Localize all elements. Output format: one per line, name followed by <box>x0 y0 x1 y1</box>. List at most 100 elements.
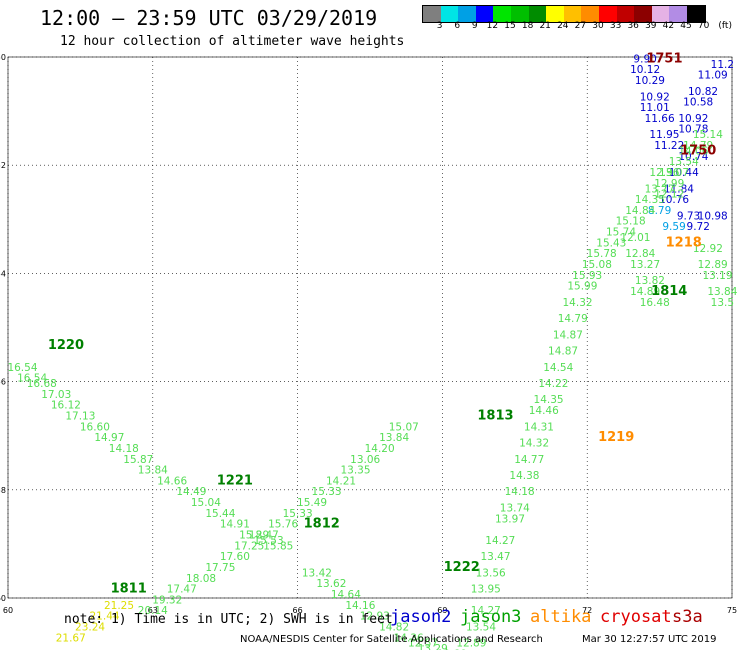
wave-height-value: 12.01 <box>620 232 650 244</box>
wave-height-value: 15.85 <box>263 540 293 552</box>
wave-height-value: 10.92 <box>640 91 670 103</box>
wave-height-value: 11.09 <box>698 70 728 82</box>
color-scale-cell <box>598 6 617 22</box>
wave-height-value: 14.77 <box>514 454 544 466</box>
time-label: 1813 <box>477 408 513 423</box>
wave-height-value: 17.03 <box>41 389 71 401</box>
time-label: 1750 <box>680 143 716 158</box>
color-scale-cell <box>510 6 529 22</box>
wave-height-value: 13.97 <box>495 513 525 525</box>
wave-height-value: 14.22 <box>538 378 568 390</box>
time-label: 1812 <box>304 517 340 532</box>
y-tick-label: -58 <box>0 486 6 495</box>
wave-height-value: 13.19 <box>702 270 732 282</box>
wave-height-value: 17.25 <box>234 540 264 552</box>
color-scale-cell <box>458 6 476 22</box>
wave-height-value: 14.84 <box>625 205 655 217</box>
wave-height-value: 10.92 <box>678 113 708 125</box>
wave-height-value: 15.07 <box>389 421 419 433</box>
wave-height-value: 21.67 <box>56 632 86 644</box>
wave-height-value: 16.12 <box>51 400 81 412</box>
wave-height-value: 15.33 <box>312 486 342 498</box>
wave-height-value: 12.96 <box>649 167 679 179</box>
wave-height-value: 9.59 <box>662 221 685 233</box>
wave-height-value: 13.74 <box>500 502 530 514</box>
color-scale-tick: 33 <box>609 21 622 31</box>
wave-height-value: 10.74 <box>678 151 708 163</box>
color-scale-tick: 45 <box>680 21 692 31</box>
wave-height-value: 14.18 <box>109 443 139 455</box>
wave-height-value: 14.32 <box>563 297 593 309</box>
wave-height-value: 13.06 <box>350 454 380 466</box>
wave-height-value: 14.20 <box>365 443 395 455</box>
wave-height-value: 13.95 <box>471 584 501 596</box>
wave-height-value: 16.60 <box>80 421 110 433</box>
wave-height-value: 15.87 <box>123 454 153 466</box>
wave-height-value: 14.87 <box>553 329 583 341</box>
wave-height-value: 14.49 <box>176 486 206 498</box>
credit-line: NOAA/NESDIS Center for Satellite Applica… <box>240 634 543 645</box>
wave-height-value: 12.89 <box>456 638 486 650</box>
wave-height-value: 14.27 <box>471 605 501 617</box>
wave-height-value: 14.27 <box>485 535 515 547</box>
wave-height-value: 16.48 <box>640 297 670 309</box>
color-scale-tick: 21 <box>539 21 551 31</box>
legend-s3a: s3a <box>672 607 703 627</box>
wave-height-value: 13.84 <box>707 286 737 298</box>
legend-cryosat: cryosat <box>600 607 672 627</box>
wave-height-value: 21.44 <box>90 611 120 623</box>
legend-altika: altika <box>530 607 592 627</box>
legend-jason3: jason3 <box>460 607 522 627</box>
wave-height-value: 15.14 <box>693 129 723 141</box>
wave-height-value: 15.29 <box>239 529 269 541</box>
color-scale-cell <box>563 6 582 22</box>
wave-height-value: 18.08 <box>186 573 216 585</box>
color-scale-cell <box>475 6 494 22</box>
wave-height-value: 10.44 <box>669 167 699 179</box>
wave-height-value: 17.60 <box>220 551 250 563</box>
wave-height-value: 10.98 <box>698 210 728 222</box>
wave-height-value: 14.82 <box>379 621 409 633</box>
wave-height-value: 13.84 <box>138 465 168 477</box>
wave-height-value: 16.54 <box>7 362 37 374</box>
wave-height-value: 15.44 <box>205 508 235 520</box>
wave-height-value: 19.32 <box>152 594 182 606</box>
wave-height-value: 20.14 <box>138 605 168 617</box>
wave-height-value: 14.79 <box>558 313 588 325</box>
wave-height-value: 17.47 <box>167 584 197 596</box>
wave-height-value: 16.68 <box>27 378 57 390</box>
color-scale-tick: 15 <box>504 21 516 31</box>
wave-height-value: 15.74 <box>606 227 636 239</box>
wave-height-value: 13.07 <box>659 167 689 179</box>
wave-height-value: 15.18 <box>616 216 646 228</box>
wave-height-value: 12.12 <box>654 189 684 201</box>
time-label: 1220 <box>48 338 84 353</box>
wave-height-value: 17.75 <box>205 562 235 574</box>
wave-height-value: 11.84 <box>664 183 694 195</box>
color-scale-tick: 24 <box>557 21 569 31</box>
legend-jason2: jason2 <box>390 607 452 627</box>
time-label: 1221 <box>217 473 253 488</box>
wave-height-value: 14.87 <box>548 346 578 358</box>
color-scale-tick: 39 <box>645 21 657 31</box>
wave-height-value: 14.79 <box>683 140 713 152</box>
wave-height-value: 13.27 <box>630 259 660 271</box>
color-scale-cell <box>528 6 547 22</box>
wave-height-value: 12.84 <box>625 248 655 260</box>
wave-height-value: 11.95 <box>649 129 679 141</box>
color-scale-bar <box>422 5 706 23</box>
y-tick-label: -50 <box>0 53 6 62</box>
wave-height-value: 21.25 <box>104 600 134 612</box>
wave-height-value: 14.32 <box>519 438 549 450</box>
wave-height-value: 13.82 <box>635 275 665 287</box>
color-scale-tick: 30 <box>592 21 604 31</box>
wave-height-value: 14.66 <box>157 475 187 487</box>
wave-height-value: 17.13 <box>65 410 95 422</box>
wave-height-value: 12.99 <box>654 178 684 190</box>
y-tick-label: -52 <box>0 161 6 170</box>
color-scale-cell <box>546 6 564 22</box>
wave-height-value: 15.49 <box>297 497 327 509</box>
y-tick-label: -60 <box>0 594 6 603</box>
wave-height-value: 23.24 <box>75 621 105 633</box>
wave-height-value: 15.08 <box>582 259 612 271</box>
